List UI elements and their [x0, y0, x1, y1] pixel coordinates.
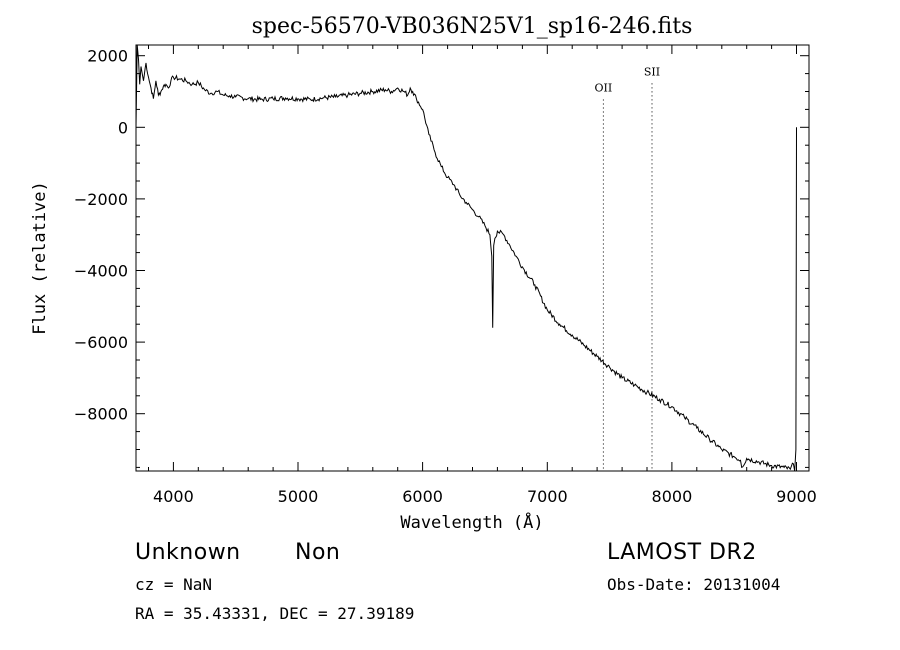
object-subclass: Non [295, 540, 341, 565]
x-tick-label: 4000 [153, 487, 194, 506]
y-axis-label: Flux (relative) [30, 181, 50, 335]
y-tick-label: 0 [118, 118, 128, 137]
y-tick-label: −2000 [74, 190, 128, 209]
line-marker-label: OII [595, 82, 613, 95]
x-tick-label: 9000 [776, 487, 817, 506]
line-marker-label: SII [644, 65, 660, 78]
redshift-cz: cz = NaN [135, 575, 213, 594]
x-tick-label: 8000 [652, 487, 693, 506]
y-tick-label: −6000 [74, 333, 128, 352]
survey-name: LAMOST DR2 [607, 540, 757, 565]
ra-dec: RA = 35.43331, DEC = 27.39189 [135, 604, 415, 623]
x-axis-label: Wavelength (Å) [400, 511, 543, 533]
axis-ticks: 4000 5000 6000 7000 8000 9000 2000 0 −2000 −4000 −… [74, 45, 817, 506]
x-tick-label: 5000 [278, 487, 319, 506]
y-tick-label: −4000 [74, 262, 128, 281]
x-tick-label: 7000 [527, 487, 568, 506]
plot-frame [135, 44, 810, 472]
line-markers: OII SII [595, 65, 660, 471]
chart-title: spec-56570-VB036N25V1_sp16-246.fits [252, 14, 693, 39]
obs-date: Obs-Date: 20131004 [607, 575, 781, 594]
x-tick-label: 6000 [402, 487, 443, 506]
object-class: Unknown [135, 540, 241, 565]
y-tick-label: −8000 [74, 405, 128, 424]
y-tick-label: 2000 [87, 47, 128, 66]
spectrum-line [135, 44, 797, 472]
